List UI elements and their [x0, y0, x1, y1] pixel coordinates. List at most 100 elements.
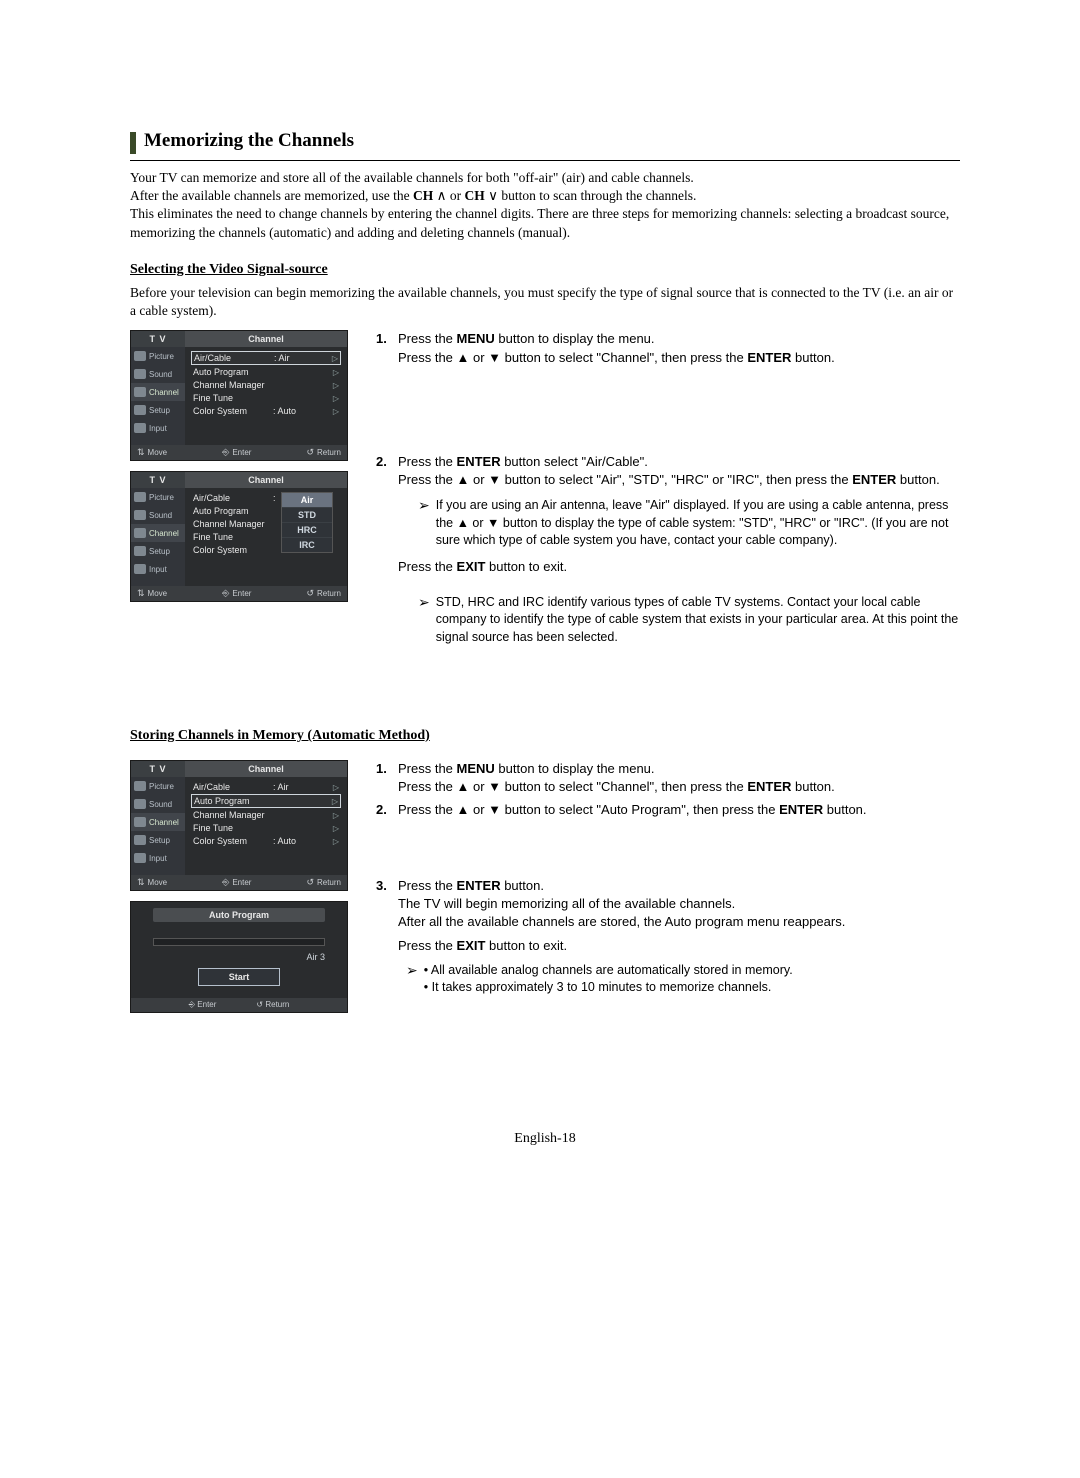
s4-a: Press the ▲ or ▼ button to select "Auto … [398, 802, 779, 817]
menu-color-system[interactable]: Color System: Auto▷ [191, 835, 341, 847]
menu-color-system[interactable]: Color System: Auto▷ [191, 405, 341, 417]
tv-menu-auto-program-sel: T V Channel Picture Sound Channel Setup … [130, 760, 348, 891]
foot-enter: ⎆Enter [222, 447, 251, 458]
tv-menu-sidebar: Picture Sound Channel Setup Input [131, 488, 185, 586]
tv-menu-foot: ⇅Move ⎆Enter ↺Return [131, 445, 347, 460]
enter-icon: ⎆ [222, 447, 229, 458]
side-setup[interactable]: Setup [131, 401, 185, 419]
side-input[interactable]: Input [131, 419, 185, 437]
s5-c: The TV will begin memorizing all of the … [398, 896, 735, 911]
side-sound-label: Sound [149, 511, 172, 520]
menu-auto-program-label: Auto Program [193, 506, 273, 516]
menu-air-cable[interactable]: Air/Cable: Air▷ [191, 351, 341, 365]
screenshot-auto-col: T V Channel Picture Sound Channel Setup … [130, 760, 346, 1013]
auto-program-start-button[interactable]: Start [198, 968, 280, 986]
dropdown-std[interactable]: STD [282, 508, 332, 523]
section-title-row: Memorizing the Channels [130, 130, 960, 154]
menu-channel-manager[interactable]: Channel Manager▷ [191, 809, 341, 821]
menu-auto-program[interactable]: Auto Program▷ [191, 366, 341, 378]
dropdown-hrc[interactable]: HRC [282, 523, 332, 538]
tv-menu-sidelabel: T V [131, 331, 185, 347]
menu-channel-manager[interactable]: Channel Manager▷ [191, 379, 341, 391]
dropdown-air[interactable]: Air [282, 493, 332, 508]
auto-program-info: Air 3 [153, 952, 325, 962]
menu-fine-tune-label: Fine Tune [193, 823, 273, 833]
s2-exit: Press the EXIT button to exit. [398, 558, 960, 576]
foot-return-label: Return [317, 589, 341, 598]
section-rule [130, 160, 960, 161]
s2-exit-c: button to exit. [485, 559, 567, 574]
foot-move-label: Move [148, 448, 168, 457]
menu-air-cable[interactable]: Air/Cable: Air▷ [191, 781, 341, 793]
tri-icon: ▷ [333, 837, 339, 846]
page-footer: English-18 [130, 1131, 960, 1147]
side-channel[interactable]: Channel [131, 813, 185, 831]
tri-icon: ▷ [333, 381, 339, 390]
side-picture[interactable]: Picture [131, 347, 185, 365]
steps-col-2: 1. Press the MENU button to display the … [346, 760, 960, 1020]
menu-auto-program[interactable]: Auto Program▷ [191, 794, 341, 808]
s2-note-text: If you are using an Air antenna, leave "… [436, 497, 960, 550]
menu-channel-manager-label: Channel Manager [193, 519, 273, 529]
side-setup[interactable]: Setup [131, 831, 185, 849]
side-sound[interactable]: Sound [131, 795, 185, 813]
tv-menu-foot: ⇅Move ⎆Enter ↺Return [131, 875, 347, 890]
menu-color-system-value: : Auto [273, 836, 313, 846]
tv-menu-title: Channel [185, 331, 347, 347]
menu-fine-tune[interactable]: Fine Tune ▷ [191, 822, 341, 834]
side-setup-label: Setup [149, 836, 170, 845]
s5-exit-b: EXIT [457, 938, 486, 953]
ch-down-icon: ∨ [488, 188, 498, 203]
tv-menu-channel-dropdown: T V Channel Picture Sound Channel Setup … [130, 471, 348, 602]
side-channel[interactable]: Channel [131, 524, 185, 542]
foot-enter-label: Enter [232, 589, 251, 598]
s3-c: Press the ▲ or ▼ button to select "Chann… [398, 779, 747, 794]
subhead-auto-method: Storing Channels in Memory (Automatic Me… [130, 728, 960, 744]
menu-color-system-label: Color System [193, 545, 273, 555]
step-1: 1. Press the MENU button to display the … [376, 330, 960, 366]
intro-line1: Your TV can memorize and store all of th… [130, 170, 694, 185]
s2-exit-b: EXIT [457, 559, 486, 574]
dropdown-irc[interactable]: IRC [282, 538, 332, 552]
tv-menu-header: T V Channel [131, 472, 347, 488]
foot-move: ⇅Move [137, 877, 167, 888]
move-icon: ⇅ [137, 877, 145, 888]
intro-line2c: or [447, 188, 465, 203]
side-picture[interactable]: Picture [131, 777, 185, 795]
s5-enter: ENTER [457, 878, 501, 893]
menu-air-cable-value: : Air [273, 782, 313, 792]
row-step1: T V Channel Picture Sound Channel Setup … [130, 330, 960, 670]
menu-air-cable-label: Air/Cable [194, 353, 274, 363]
menu-auto-program-label: Auto Program [194, 796, 274, 806]
side-picture[interactable]: Picture [131, 488, 185, 506]
side-channel[interactable]: Channel [131, 383, 185, 401]
foot-return-label: Return [317, 448, 341, 457]
tv-menu-sidebar: Picture Sound Channel Setup Input [131, 777, 185, 875]
tri-icon: ▷ [333, 368, 339, 377]
menu-channel-manager-label: Channel Manager [193, 810, 273, 820]
intro-line2e: button to scan through the channels. [498, 188, 696, 203]
s5-n2: It takes approximately 3 to 10 minutes t… [432, 980, 772, 994]
side-setup[interactable]: Setup [131, 542, 185, 560]
tv-menu-title: Channel [185, 761, 347, 777]
side-input[interactable]: Input [131, 560, 185, 578]
auto-step-1-body: Press the MENU button to display the men… [398, 760, 960, 796]
s4-b: button. [823, 802, 866, 817]
step-2-num: 2. [376, 453, 398, 655]
side-sound[interactable]: Sound [131, 506, 185, 524]
channel-icon [134, 387, 146, 397]
sound-icon [134, 510, 146, 520]
note-arrow-icon: ➢ [406, 962, 418, 979]
menu-color-system-value: : Auto [273, 406, 313, 416]
menu-fine-tune[interactable]: Fine Tune▷ [191, 392, 341, 404]
s2-enter: ENTER [457, 454, 501, 469]
tri-icon: ▷ [333, 407, 339, 416]
side-input[interactable]: Input [131, 849, 185, 867]
channel-icon [134, 817, 146, 827]
tri-icon: ▷ [333, 824, 339, 833]
side-picture-label: Picture [149, 352, 174, 361]
s2-d: button. [896, 472, 939, 487]
side-sound[interactable]: Sound [131, 365, 185, 383]
move-icon: ⇅ [137, 588, 145, 599]
return-icon: ↺ [306, 588, 314, 599]
